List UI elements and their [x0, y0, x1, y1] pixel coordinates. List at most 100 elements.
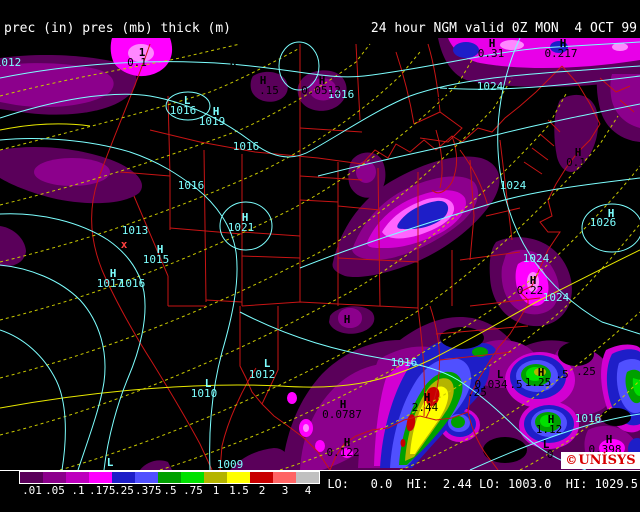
map-label: 1012: [249, 368, 276, 381]
map-label: .15: [259, 84, 279, 97]
map-label: H: [319, 74, 326, 87]
map-label: H: [489, 37, 496, 50]
isobars-layer: [0, 38, 640, 470]
colorbar-segment: [181, 472, 204, 483]
map-label: L: [543, 438, 550, 451]
colorbar-value-label: .01: [22, 484, 42, 497]
map-label: H: [242, 211, 249, 224]
map-label: 0.31: [478, 47, 505, 60]
map-label: H: [344, 313, 351, 326]
map-label: 0: [547, 448, 554, 461]
map-label: H: [538, 366, 545, 379]
map-label: 1026: [590, 216, 617, 229]
thickness-contours-layer: [0, 43, 640, 470]
colorbar-value-label: .1: [71, 484, 85, 497]
map-label: 0.22: [517, 284, 544, 297]
colorbar-value-label: 2: [258, 484, 266, 497]
map-label: 0.0787: [322, 408, 362, 421]
map-label: H: [575, 146, 582, 159]
map-variables-title: prec (in) pres (mb) thick (m): [4, 21, 231, 36]
map-label: x: [121, 238, 128, 251]
map-label: 1016: [328, 88, 355, 101]
colorbar-segment: [66, 472, 89, 483]
map-label: L: [497, 368, 504, 381]
colorbar-value-label: 1: [212, 484, 220, 497]
colorbar-value-label: .75: [183, 484, 203, 497]
map-label: H: [230, 57, 237, 70]
map-label: 1.25: [525, 376, 552, 389]
colorbar-segment: [296, 472, 319, 483]
map-label: 1016: [391, 356, 418, 369]
map-label: 1017: [97, 277, 124, 290]
precip-fill-layer: [0, 38, 640, 470]
colorbar-value-label: 1.5: [229, 484, 249, 497]
map-label: L: [184, 94, 191, 107]
map-label: L: [446, 85, 453, 98]
map-label: H: [548, 413, 555, 426]
map-label: 1010: [191, 387, 218, 400]
map-label: 1016: [575, 412, 602, 425]
colorbar-segment: [43, 472, 66, 483]
colorbar-value-label: .175: [89, 484, 116, 497]
map-label: 0.034: [474, 378, 507, 391]
map-label: H: [606, 433, 613, 446]
precip-colorbar: [20, 472, 319, 483]
colorbar-value-label: .375: [135, 484, 162, 497]
map-label: 0.0512: [301, 84, 341, 97]
map-label: L: [107, 456, 114, 469]
map-label: 1015: [143, 253, 170, 266]
colorbar-segment: [250, 472, 273, 483]
map-valid-time-title: 24 hour NGM valid 0Z MON 4 OCT 99: [370, 21, 637, 36]
map-label: H: [530, 274, 537, 287]
unisys-logo-text: UNİSYS: [578, 453, 636, 468]
copyright-icon: ©: [565, 453, 578, 467]
map-label: 1024: [500, 179, 527, 192]
map-label: L: [264, 357, 271, 370]
colorbar-value-label: 3: [281, 484, 289, 497]
map-label: 1012: [0, 56, 21, 69]
colorbar-segment: [227, 472, 250, 483]
map-label: 1016: [170, 104, 197, 117]
map-label: .5: [509, 378, 522, 391]
colorbar-value-label: .25: [114, 484, 134, 497]
map-label: H: [110, 267, 117, 280]
map-label: H: [344, 436, 351, 449]
map-label: 1.12: [536, 423, 563, 436]
colorbar-segment: [112, 472, 135, 483]
map-label: 0.122: [326, 446, 359, 459]
map-label: 2.44: [412, 401, 439, 414]
map-label: H: [260, 74, 267, 87]
colorbar-value-label: .5: [163, 484, 177, 497]
map-label: 1024: [477, 80, 504, 93]
map-label: H: [213, 105, 220, 118]
map-label: 0.1: [566, 156, 586, 169]
map-label: .25: [576, 365, 596, 378]
map-label: 0.03: [435, 95, 462, 108]
map-label: 1019: [199, 115, 226, 128]
map-label: H: [157, 243, 164, 256]
map-label: 1009: [217, 458, 244, 471]
map-label: 0.217: [544, 47, 577, 60]
map-label: 1016: [178, 179, 205, 192]
map-label: 1016: [119, 277, 146, 290]
map-label: 1: [139, 46, 146, 59]
map-label: .25: [467, 386, 487, 399]
map-label: 1016: [233, 140, 260, 153]
unisys-logo: ©UNİSYS: [561, 452, 640, 469]
colorbar-segment: [20, 472, 43, 483]
map-label: .5: [555, 368, 568, 381]
map-label: 1024: [543, 291, 570, 304]
map-label: 0.1: [127, 56, 147, 69]
state-borders-layer: [91, 43, 635, 470]
map-label: 1013: [122, 224, 149, 237]
colorbar-segment: [158, 472, 181, 483]
colorbar-value-label: 4: [304, 484, 312, 497]
map-label: L: [205, 377, 212, 390]
map-label: H: [608, 207, 615, 220]
extrema-stats: LO: 0.0 HI: 2.44 LO: 1003.0 HI: 1029.5: [327, 477, 638, 491]
colorbar-value-label: .05: [45, 484, 65, 497]
map-label: H: [424, 391, 431, 404]
